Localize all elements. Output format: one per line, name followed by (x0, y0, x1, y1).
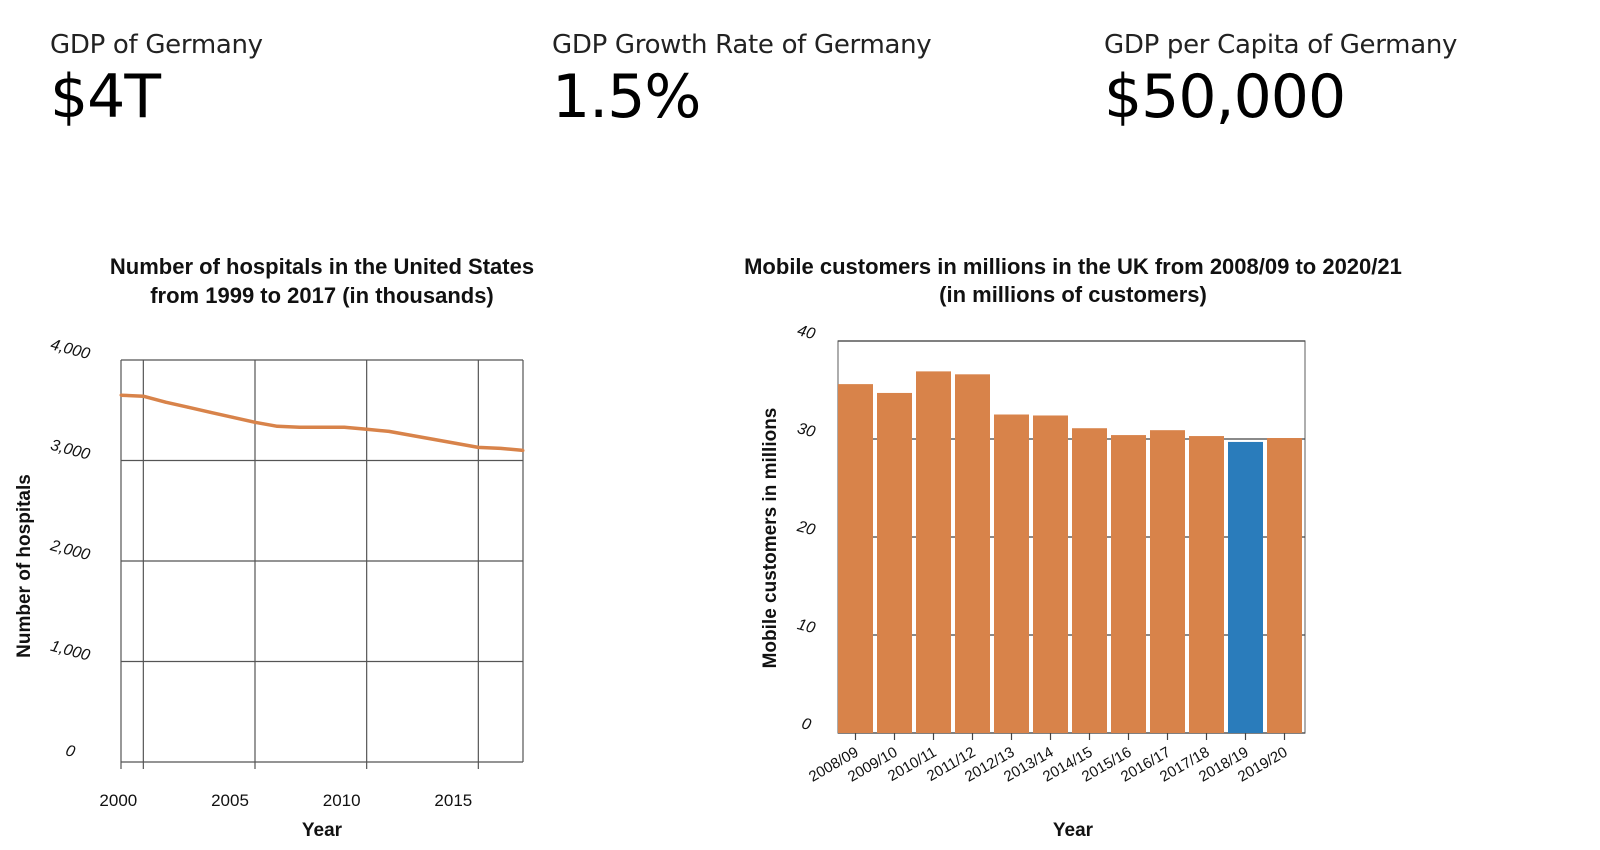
line-chart-point (365, 427, 369, 431)
kpi-gdp-label: GDP of Germany (50, 30, 263, 60)
line-chart-y-tick-label: 1,000 (49, 638, 92, 665)
line-chart: 0 1,000 2,000 3,000 4,000 2000 2005 2010 2015 (48, 336, 525, 810)
line-chart-point (253, 420, 257, 424)
kpi-growth-rate: GDP Growth Rate of Germany 1.5% (552, 30, 932, 132)
line-chart-point (186, 405, 190, 409)
line-chart-y-axis-title: Number of hospitals (14, 474, 35, 658)
kpi-gdp: GDP of Germany $4T (50, 30, 263, 132)
line-chart-title-line1: Number of hospitals in the United States (110, 254, 534, 279)
line-chart-title-line2: from 1999 to 2017 (in thousands) (150, 283, 494, 308)
line-chart-point (521, 448, 525, 452)
line-chart-x-tick-label: 2015 (434, 791, 472, 810)
bar-chart-y-tick-label: 30 (795, 420, 817, 441)
kpi-per-capita-value: $50,000 (1104, 62, 1346, 132)
bar-chart-bar (1111, 435, 1146, 733)
bar-chart-bar (1228, 441, 1263, 733)
bar-chart-y-tick-label: 10 (795, 616, 817, 637)
line-chart-x-axis-title: Year (302, 820, 343, 841)
line-chart-point (342, 425, 346, 429)
bar-chart-y-tick-label: 0 (800, 715, 813, 734)
kpi-per-capita-label: GDP per Capita of Germany (1104, 30, 1458, 60)
bar-chart-bar (1150, 430, 1185, 733)
line-chart-x-tick-label: 2000 (99, 791, 137, 810)
bar-chart-x-axis-title: Year (1053, 820, 1094, 841)
line-chart-y-tick-label: 4,000 (49, 336, 92, 363)
kpi-per-capita: GDP per Capita of Germany $50,000 (1104, 30, 1457, 132)
line-chart-y-tick-label: 3,000 (49, 437, 92, 464)
bar-chart-bar (1267, 438, 1302, 733)
line-chart-y-tick-label: 2,000 (48, 537, 92, 564)
line-chart-point (409, 433, 413, 437)
kpi-growth-rate-label: GDP Growth Rate of Germany (552, 30, 932, 60)
bar-chart-bar (955, 374, 990, 733)
bar-chart-bar (838, 384, 873, 733)
bar-chart-bar (994, 414, 1029, 733)
bar-chart-bar (916, 371, 951, 733)
bar-chart-title-line1: Mobile customers in millions in the UK f… (744, 254, 1402, 279)
bar-chart-bar (877, 392, 912, 733)
line-chart-x-tick-label: 2010 (323, 791, 361, 810)
line-chart-point (499, 446, 503, 450)
line-chart-point (141, 394, 145, 398)
line-chart-point (298, 425, 302, 429)
line-chart-point (476, 445, 480, 449)
line-chart-series-line (120, 393, 524, 453)
kpi-gdp-value: $4T (50, 62, 161, 132)
line-chart-point (119, 393, 123, 397)
bar-chart-bar (1072, 428, 1107, 733)
bar-chart-y-tick-label: 40 (795, 322, 817, 343)
bar-chart-y-tick-label: 20 (794, 518, 817, 539)
bar-chart: 0102030402008/092009/102010/112011/12201… (794, 322, 1306, 786)
line-chart-point (387, 429, 391, 433)
line-chart-point (164, 400, 168, 404)
line-chart-point (454, 441, 458, 445)
line-chart-point (432, 437, 436, 441)
bar-chart-title-line2: (in millions of customers) (939, 282, 1207, 307)
line-chart-point (320, 425, 324, 429)
kpi-growth-rate-value: 1.5% (552, 62, 701, 132)
bar-chart-bar (1189, 436, 1224, 733)
line-chart-point (275, 424, 279, 428)
bar-chart-bar (1033, 415, 1068, 733)
line-chart-y-tick-label: 0 (64, 742, 77, 761)
line-chart-point (208, 410, 212, 414)
line-chart-x-tick-label: 2005 (211, 791, 249, 810)
bar-chart-y-axis-title: Mobile customers in millions (760, 408, 781, 669)
line-chart-point (231, 415, 235, 419)
